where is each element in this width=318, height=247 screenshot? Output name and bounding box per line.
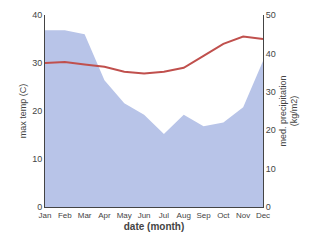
svg-text:Feb: Feb (58, 211, 72, 220)
svg-text:Jan: Jan (39, 211, 52, 220)
svg-text:10: 10 (32, 154, 42, 164)
svg-text:May: May (117, 211, 132, 220)
svg-text:50: 50 (266, 10, 276, 20)
svg-text:Sep: Sep (196, 211, 211, 220)
svg-text:20: 20 (266, 125, 276, 135)
svg-text:0: 0 (37, 202, 42, 212)
svg-text:30: 30 (32, 58, 42, 68)
svg-text:20: 20 (32, 106, 42, 116)
svg-text:Oct: Oct (217, 211, 230, 220)
svg-text:10: 10 (266, 164, 276, 174)
svg-text:40: 40 (32, 10, 42, 20)
svg-text:max temp (C): max temp (C) (18, 84, 28, 139)
svg-text:Jun: Jun (138, 211, 151, 220)
svg-text:Dec: Dec (256, 211, 270, 220)
svg-text:med. precipitation(kg/m2): med. precipitation(kg/m2) (278, 75, 300, 146)
svg-text:Mar: Mar (78, 211, 92, 220)
svg-text:Apr: Apr (98, 211, 111, 220)
svg-text:Nov: Nov (236, 211, 250, 220)
svg-text:Jul: Jul (159, 211, 169, 220)
svg-text:Aug: Aug (177, 211, 191, 220)
svg-text:40: 40 (266, 49, 276, 59)
svg-text:30: 30 (266, 87, 276, 97)
svg-text:0: 0 (266, 202, 271, 212)
svg-text:date (month): date (month) (124, 221, 185, 232)
